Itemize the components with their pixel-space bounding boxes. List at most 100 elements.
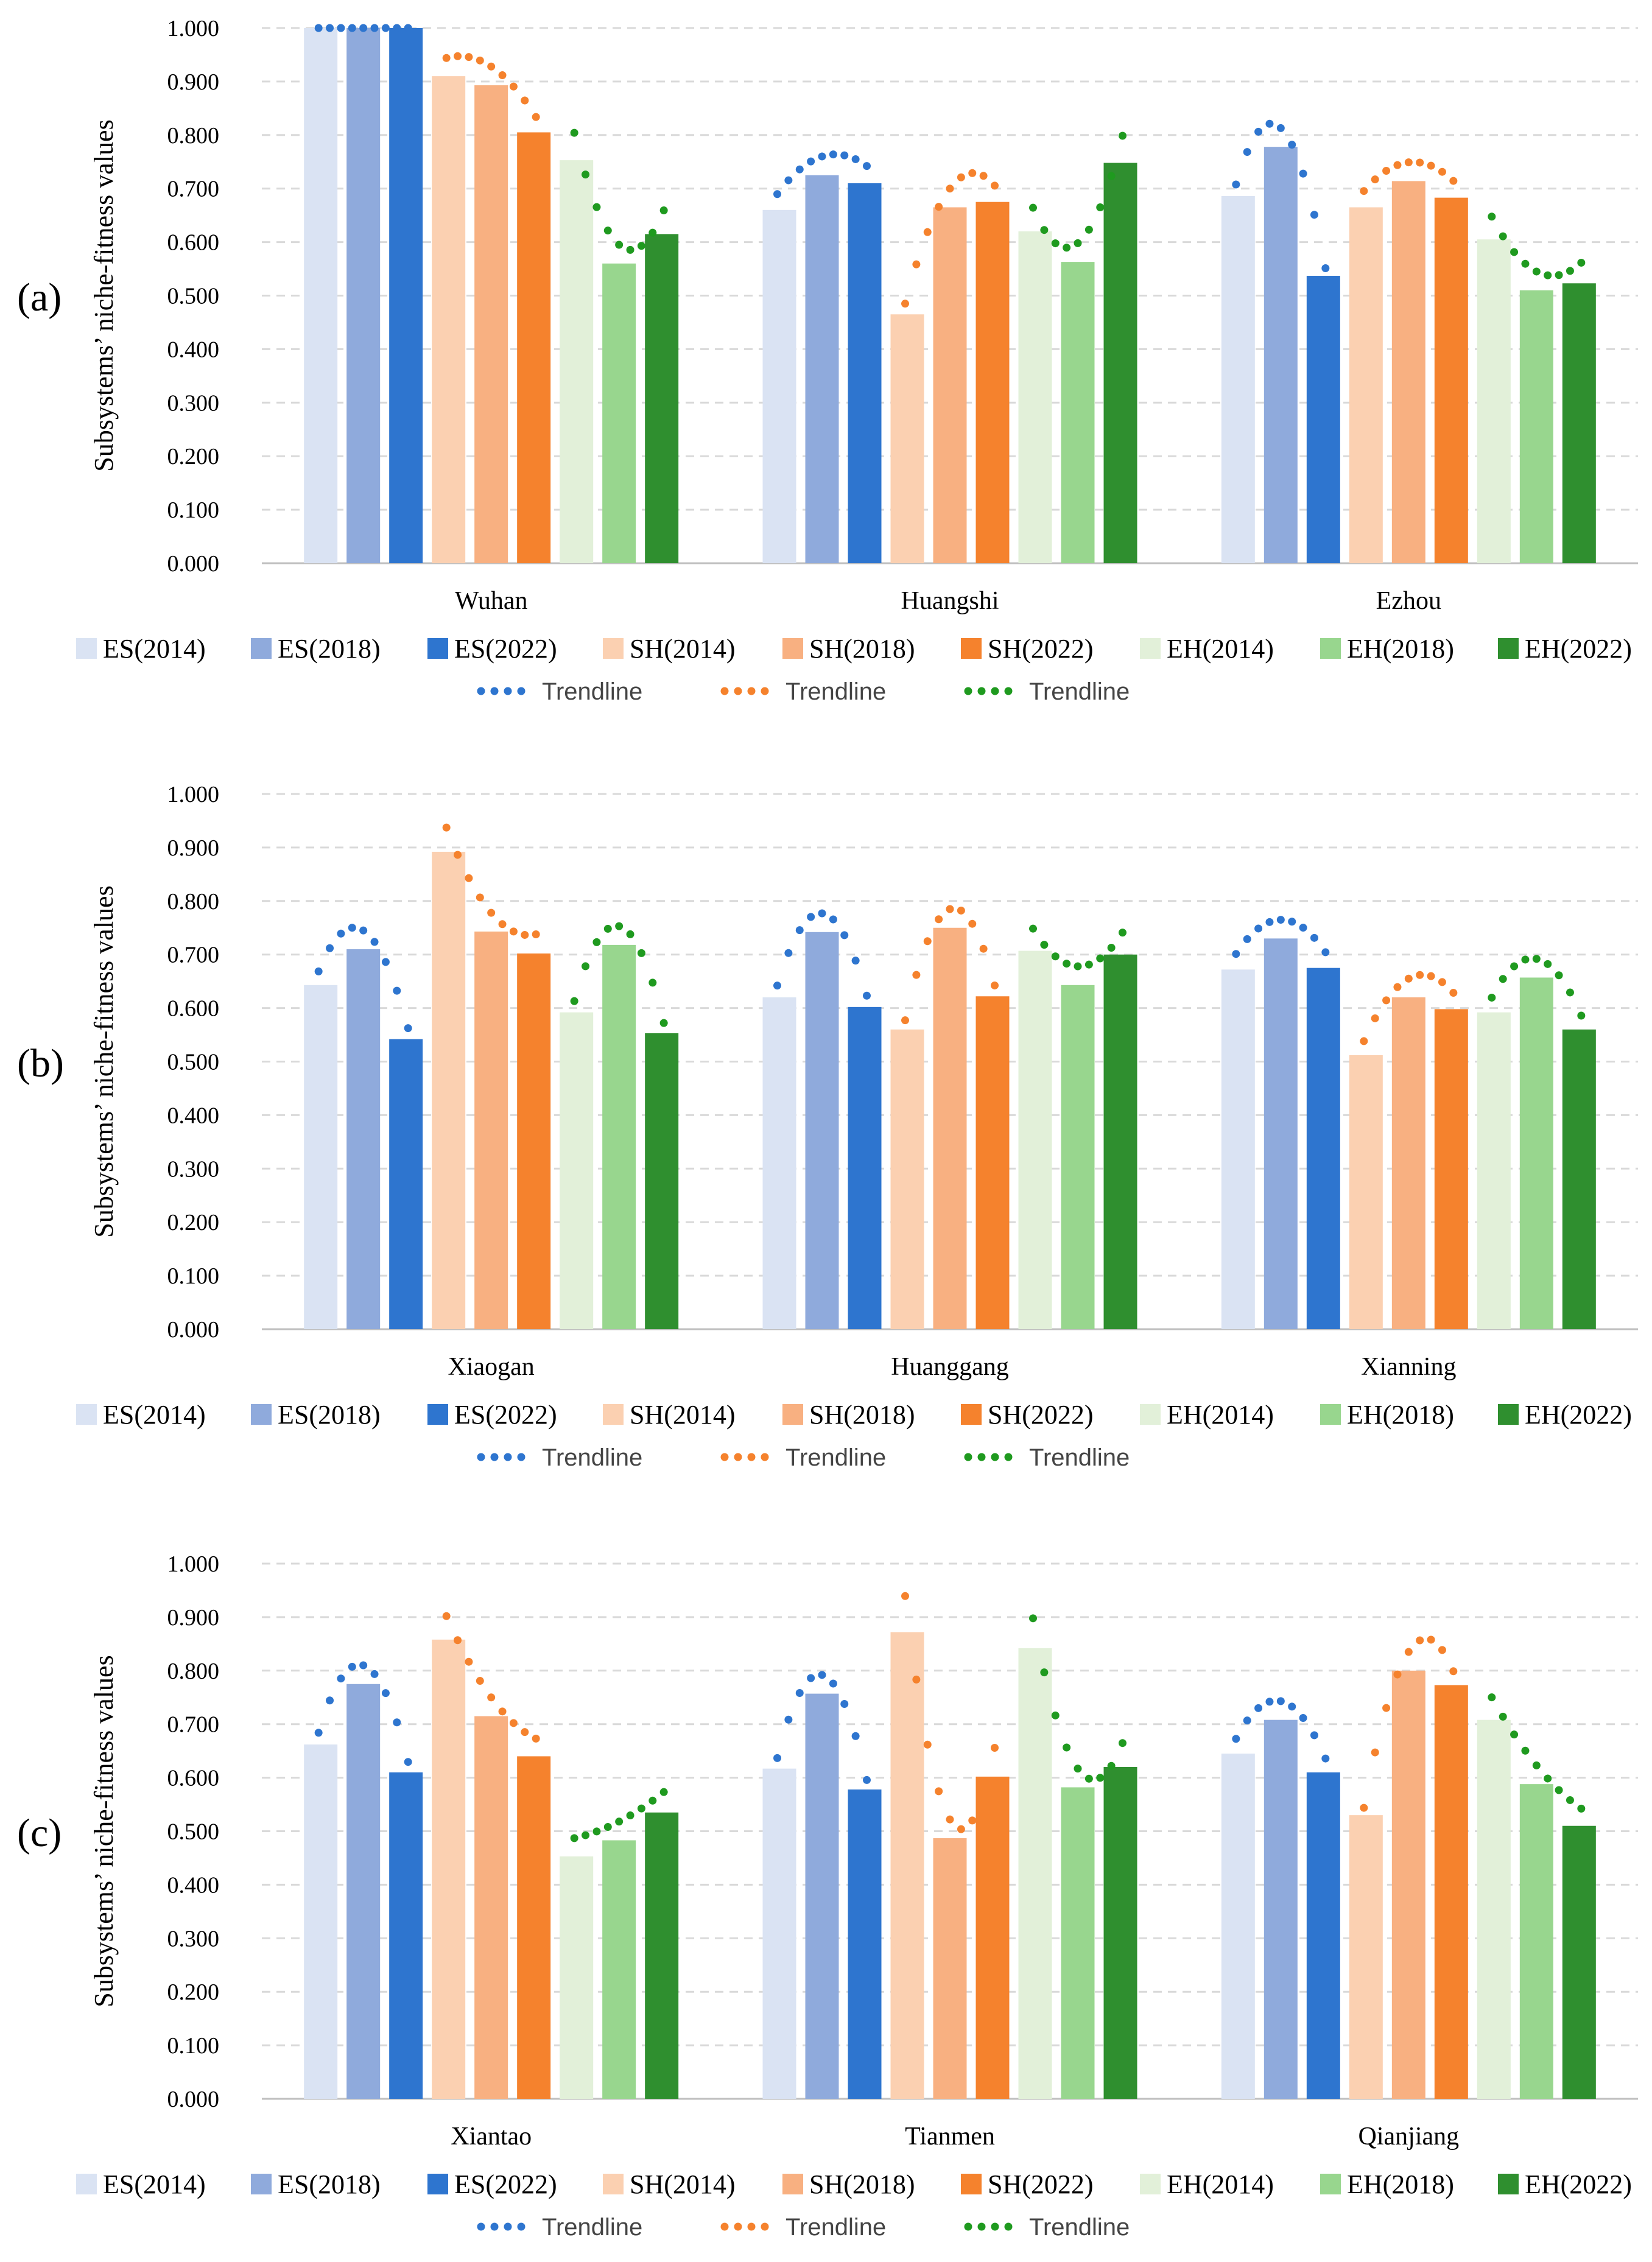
trendline-dot — [1510, 962, 1519, 971]
legend-swatch — [251, 1404, 272, 1425]
trendline-dot — [1555, 1786, 1563, 1794]
trendline-dot — [1404, 158, 1413, 167]
trendline-dot — [337, 24, 345, 32]
trendline-dot — [1427, 1635, 1435, 1644]
trendline-dot — [1499, 1712, 1507, 1721]
trendline-dot — [509, 927, 518, 936]
y-tick-label: 0.900 — [167, 69, 220, 95]
bar-eh2018-xiaogan — [602, 944, 636, 1329]
trendline-dot — [1449, 989, 1458, 997]
bar-es2018-xianning — [1264, 938, 1298, 1329]
legend-swatch — [603, 1404, 624, 1425]
trendline-dot — [1393, 161, 1402, 169]
trendline-dot — [442, 1612, 451, 1620]
trendline-dot — [648, 978, 657, 987]
x-category-label: Huangshi — [901, 587, 999, 615]
trendline-dot — [454, 1636, 462, 1645]
legend-label: EH(2022) — [1525, 1400, 1632, 1430]
bar-eh2014-xiantao — [560, 1856, 594, 2099]
legend-label: ES(2022) — [454, 634, 557, 664]
trendline-dot — [957, 1825, 965, 1833]
bar-es2022-huangshi — [848, 183, 882, 563]
legend-label: SH(2014) — [630, 2169, 736, 2199]
legend-swatch — [961, 638, 982, 659]
trendline-dot — [901, 1016, 909, 1025]
trendline-dot — [582, 1831, 590, 1839]
legend-swatch — [1140, 1404, 1161, 1425]
trendline-dot — [1063, 960, 1071, 968]
y-tick-label: 0.300 — [167, 390, 220, 416]
legend-swatch — [76, 2174, 97, 2194]
trendline-dot — [603, 1822, 612, 1831]
legend-trend-dot — [761, 687, 769, 695]
legend-trend-dot — [991, 1453, 999, 1461]
bar-sh2018-huanggang — [933, 927, 967, 1329]
trendline-dot — [1243, 148, 1251, 156]
trendline-dot — [1299, 169, 1307, 178]
legend-trend-dot — [734, 2222, 742, 2231]
trendline-dot — [393, 986, 401, 995]
chart-panel-3: 0.000 0.100 0.200 0.300 0.400 0.500 0.600 0.700… — [17, 1551, 1638, 2241]
trendline-dot — [532, 930, 540, 938]
trendline-dot — [912, 1675, 921, 1684]
y-axis-label: Subsystems’ niche-fitness values — [89, 885, 119, 1237]
bar-sh2022-tianmen — [975, 1776, 1010, 2099]
y-tick-label: 0.000 — [167, 551, 220, 577]
bar-eh2014-qianjiang — [1477, 1719, 1511, 2099]
trendline-dot — [1232, 180, 1240, 189]
trendline-dot — [1063, 244, 1071, 252]
y-tick-label: 0.000 — [167, 2087, 220, 2112]
trendline-dot — [1544, 271, 1552, 279]
trendline-dot — [1040, 226, 1049, 234]
trendline-dot — [1416, 158, 1424, 167]
trendline-dot — [498, 1707, 507, 1716]
legend-label: SH(2022) — [988, 1400, 1094, 1430]
trendline-dot — [1051, 239, 1060, 248]
trendline-dot — [912, 971, 921, 979]
trendline-dot — [1254, 1704, 1263, 1712]
trendline-dot — [795, 165, 804, 174]
bar-es2018-xiantao — [346, 1684, 381, 2099]
trendline-dot — [1510, 1730, 1519, 1739]
trendline-dot — [1074, 962, 1082, 971]
bar-sh2014-xiaogan — [432, 851, 466, 1329]
legend-swatch — [1498, 2174, 1519, 2194]
trendline-dot — [1360, 1037, 1368, 1045]
bar-eh2018-ezhou — [1519, 290, 1553, 563]
legend-swatch — [76, 638, 97, 659]
trendline-dot — [991, 981, 999, 989]
legend-trend-dot — [720, 1453, 729, 1461]
trendline-dot — [1310, 933, 1318, 942]
y-tick-label: 0.500 — [167, 1819, 220, 1845]
trendline-dot — [1532, 267, 1541, 276]
trendline-dot — [795, 1688, 804, 1697]
chart-panel-1: 0.000 0.100 0.200 0.300 0.400 0.500 0.600 0.700… — [17, 16, 1638, 705]
bar-es2022-huanggang — [848, 1006, 882, 1329]
legend-trend-dot — [477, 1453, 485, 1461]
legend-trend-dot — [977, 1453, 986, 1461]
legend-label: SH(2014) — [630, 1400, 736, 1430]
legend-label: ES(2022) — [454, 2169, 557, 2199]
trendline-dot — [659, 1019, 668, 1027]
trendline-dot — [626, 930, 634, 938]
legend-trend-dot — [490, 1453, 499, 1461]
trendline-dot — [840, 151, 849, 160]
x-category-label: Ezhou — [1376, 587, 1441, 615]
y-tick-label: 0.300 — [167, 1156, 220, 1182]
trendline-dot — [946, 905, 954, 913]
trendline-dot — [637, 1804, 645, 1813]
legend-label: EH(2018) — [1347, 634, 1454, 664]
bar-eh2014-xiaogan — [560, 1012, 594, 1329]
trendline-dot — [615, 241, 624, 249]
trendline-dot — [1232, 1735, 1240, 1743]
trendline-dot — [370, 24, 379, 32]
trendline-dot — [829, 150, 837, 159]
trendline-dot — [1040, 941, 1049, 949]
trendline-dot — [465, 1657, 473, 1666]
trendline-dot — [1084, 225, 1093, 234]
trendline-dot — [1265, 918, 1274, 926]
trendline-dot — [1288, 1702, 1296, 1711]
trendline-dot — [1232, 950, 1240, 958]
y-tick-label: 0.900 — [167, 835, 220, 861]
